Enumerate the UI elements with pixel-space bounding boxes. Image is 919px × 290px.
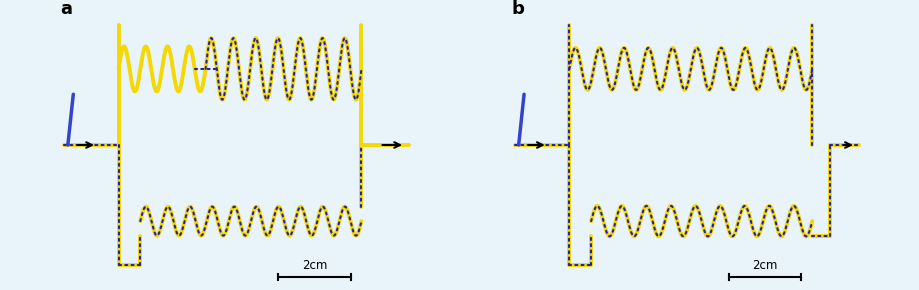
Text: b: b [511,1,524,19]
Text: 2cm: 2cm [752,259,777,272]
Text: a: a [61,1,73,19]
Text: 2cm: 2cm [301,259,326,272]
